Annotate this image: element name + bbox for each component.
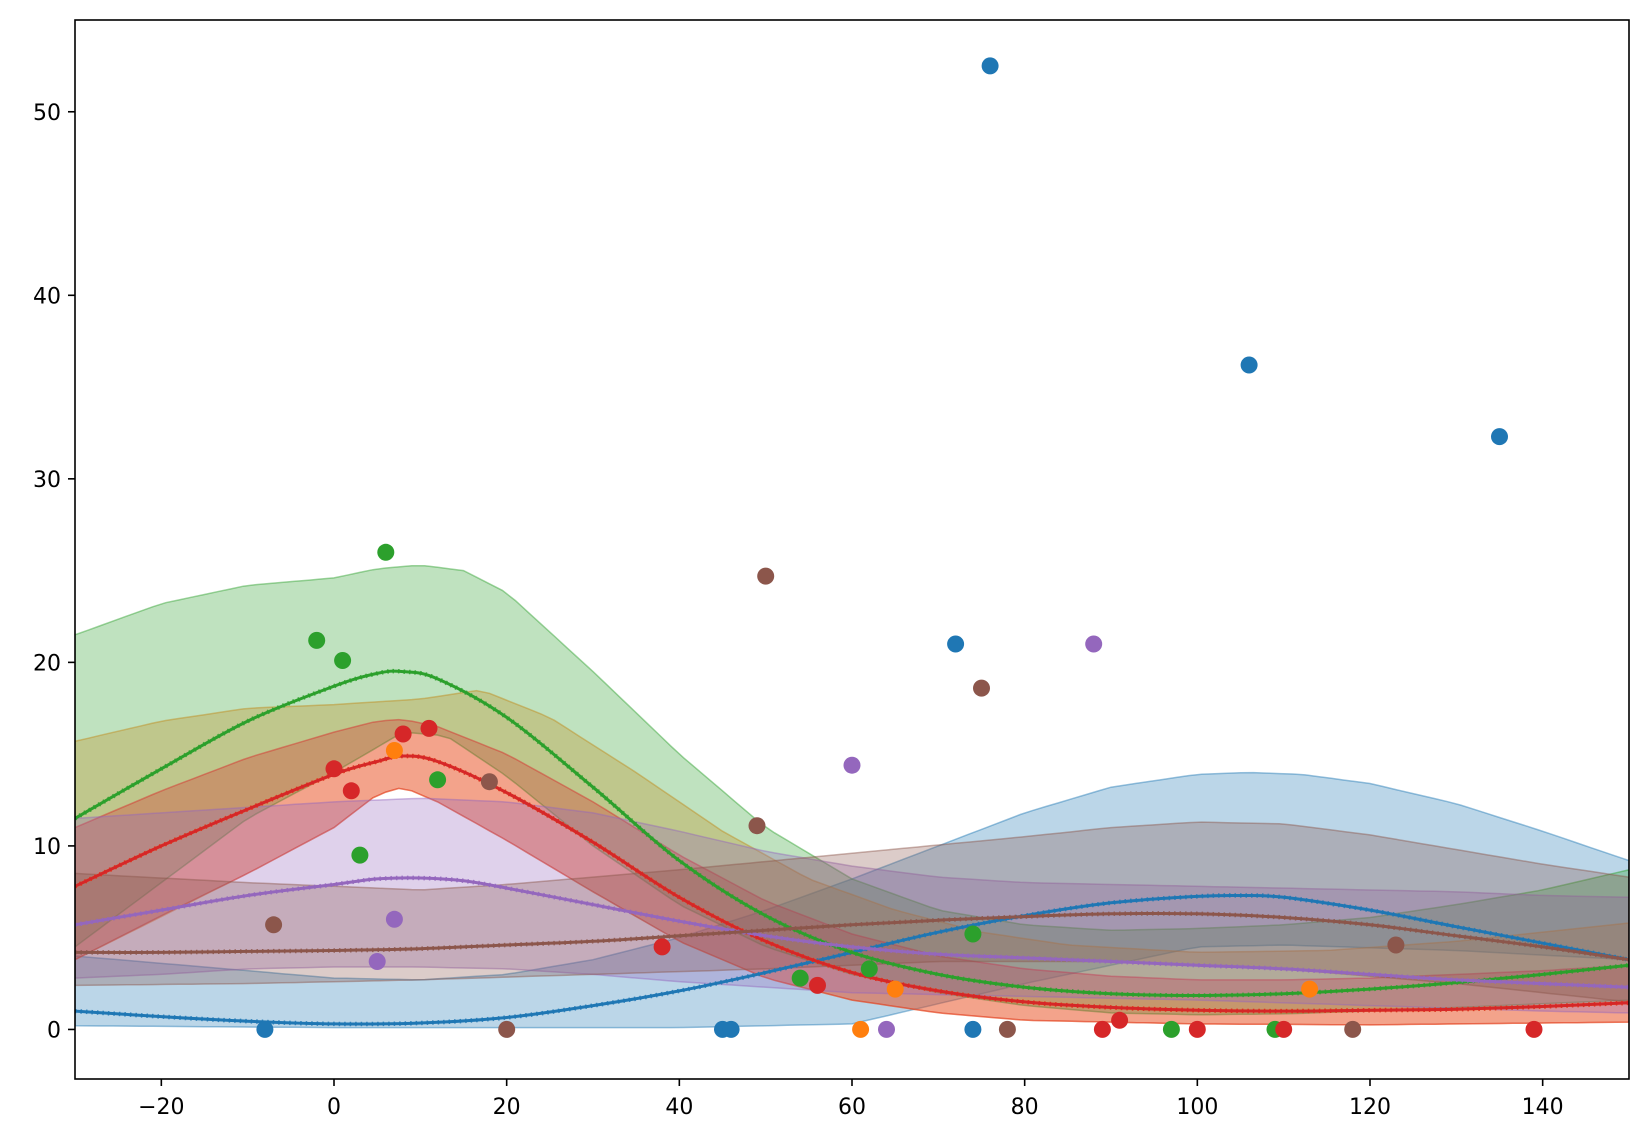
mean-dotted-line-2 — [75, 668, 1629, 998]
data-point-0-5 — [981, 57, 999, 75]
y-tick-label: 10 — [33, 835, 61, 860]
data-point-2-5 — [791, 969, 809, 987]
data-point-5-4 — [757, 567, 775, 585]
data-point-2-8 — [1162, 1020, 1180, 1038]
x-tick-label: 40 — [665, 1095, 693, 1120]
mean-lines — [75, 668, 1629, 1027]
mean-dotted-line-3 — [75, 753, 1629, 1014]
confidence-band-0 — [75, 771, 1629, 1029]
data-point-2-2 — [351, 846, 369, 864]
x-tick-label: 20 — [493, 1095, 521, 1120]
data-point-3-2 — [394, 725, 412, 743]
data-point-5-5 — [973, 679, 990, 697]
data-point-3-1 — [342, 782, 360, 800]
data-point-3-4 — [653, 938, 671, 956]
data-point-5-1 — [480, 773, 498, 791]
y-tick-label: 30 — [33, 468, 61, 493]
data-point-3-6 — [1093, 1020, 1111, 1038]
data-point-5-8 — [1387, 936, 1405, 954]
confidence-band-2 — [75, 564, 1629, 1016]
x-axis: −20 0 20 40 60 80 100 120 140 — [138, 1079, 1564, 1120]
mean-dotted-line-5 — [75, 911, 1629, 962]
data-point-1-0 — [385, 742, 403, 759]
data-point-1-3 — [1301, 980, 1319, 998]
data-point-5-3 — [748, 817, 766, 835]
data-point-2-1 — [334, 652, 352, 669]
y-tick-label: 50 — [33, 101, 61, 126]
data-point-2-4 — [429, 771, 447, 789]
data-point-0-4 — [964, 1020, 982, 1038]
y-tick-label: 20 — [33, 651, 61, 676]
data-point-4-0 — [368, 953, 386, 970]
data-point-3-5 — [809, 976, 826, 994]
data-point-0-7 — [1491, 428, 1508, 446]
data-point-1-1 — [852, 1020, 870, 1038]
data-point-0-0 — [256, 1020, 274, 1038]
data-point-5-2 — [498, 1020, 516, 1038]
data-point-2-0 — [308, 631, 326, 649]
confidence-band-3 — [75, 718, 1629, 1026]
data-point-2-6 — [860, 960, 878, 978]
data-point-3-7 — [1111, 1011, 1129, 1029]
data-point-5-0 — [265, 916, 283, 934]
x-tick-label: 60 — [838, 1095, 866, 1120]
data-point-3-10 — [1525, 1020, 1543, 1038]
x-tick-label: 0 — [327, 1095, 341, 1120]
confidence-band-5 — [75, 821, 1629, 1003]
data-point-1-2 — [886, 980, 904, 998]
data-point-4-4 — [1085, 635, 1103, 653]
data-point-3-0 — [325, 760, 343, 778]
data-point-4-3 — [878, 1020, 895, 1038]
data-point-0-3 — [947, 635, 965, 653]
y-axis: 0 10 20 30 40 50 — [33, 101, 75, 1043]
x-tick-label: 140 — [1522, 1095, 1564, 1120]
data-point-4-1 — [385, 910, 403, 928]
data-point-0-6 — [1240, 356, 1258, 374]
data-point-3-3 — [420, 719, 438, 737]
x-tick-label: 80 — [1011, 1095, 1039, 1120]
x-tick-label: 100 — [1176, 1095, 1218, 1120]
data-point-3-8 — [1188, 1020, 1206, 1038]
mean-line-4 — [75, 876, 1629, 989]
data-point-5-7 — [1344, 1020, 1362, 1038]
x-tick-label: 120 — [1349, 1095, 1391, 1120]
data-point-4-2 — [843, 756, 861, 774]
y-tick-label: 0 — [47, 1018, 61, 1043]
y-tick-label: 40 — [33, 284, 61, 309]
x-tick-label: −20 — [138, 1095, 184, 1120]
data-point-2-3 — [377, 543, 395, 561]
data-point-0-2 — [722, 1020, 740, 1038]
data-point-2-7 — [964, 925, 982, 943]
mean-dotted-line-0 — [75, 893, 1629, 1027]
confidence-band-4 — [75, 797, 1629, 1014]
observation-points — [256, 57, 1543, 1038]
data-point-5-6 — [998, 1020, 1016, 1038]
data-point-3-9 — [1275, 1020, 1293, 1038]
